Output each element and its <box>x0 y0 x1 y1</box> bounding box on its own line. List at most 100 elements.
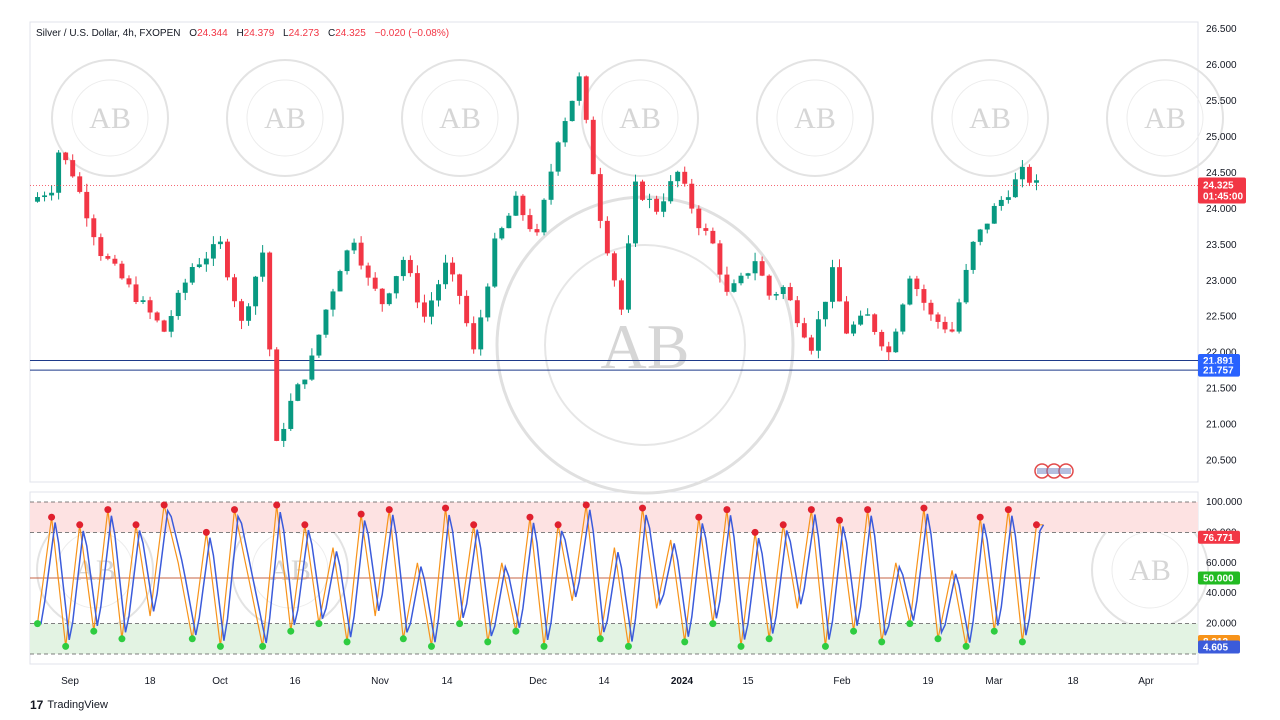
oscillator-value-tag-bg <box>1198 640 1240 654</box>
candle-body <box>865 314 871 316</box>
overbought-marker <box>104 506 112 514</box>
candle-body <box>597 174 603 221</box>
candle-body <box>583 76 589 120</box>
candle-body <box>281 428 287 441</box>
candle <box>640 179 645 202</box>
oscillator-tick-label: 20.000 <box>1206 619 1237 630</box>
watermark-seal-icon <box>931 59 1049 177</box>
candle-body <box>288 400 294 429</box>
oversold-marker <box>990 627 998 635</box>
candle-body <box>189 267 195 283</box>
candle-body <box>196 264 202 268</box>
candle-body <box>379 288 385 305</box>
candle <box>611 251 617 287</box>
candle-body <box>710 230 716 244</box>
overbought-marker <box>230 506 238 514</box>
low-value: 24.273 <box>288 28 320 39</box>
candle-body <box>801 323 807 338</box>
candle-body <box>232 277 237 302</box>
oversold-marker <box>962 642 970 650</box>
candle-body <box>513 195 519 216</box>
last-price-tag-bg <box>1198 177 1246 204</box>
candle <box>274 347 280 442</box>
candle <box>724 266 730 296</box>
candle-body <box>478 317 484 350</box>
oscillator-tick-label: 60.000 <box>1206 558 1237 569</box>
oversold-marker <box>512 627 520 635</box>
oversold-marker <box>821 642 829 650</box>
candle-body <box>893 331 899 353</box>
candle-body <box>822 301 828 320</box>
oversold-marker <box>427 642 435 650</box>
low-label: L <box>283 28 289 39</box>
candle <box>1012 172 1018 198</box>
candle-body <box>787 287 793 301</box>
candle <box>710 227 716 245</box>
candle <box>154 311 160 323</box>
time-tick-label: Apr <box>1138 676 1154 687</box>
watermark-monogram: AB <box>619 102 661 135</box>
overbought-marker <box>1032 521 1040 529</box>
candle <box>991 203 997 224</box>
candle <box>260 245 266 282</box>
candle-body <box>133 284 139 303</box>
candle-body <box>731 283 737 292</box>
overbought-marker <box>470 521 478 529</box>
candle-body <box>295 384 301 401</box>
oscillator-value-tag-bg <box>1198 571 1240 585</box>
watermark-seal-icon <box>756 59 874 177</box>
time-tick-label: Mar <box>985 676 1003 687</box>
candle-body <box>147 300 153 313</box>
watermark-ring <box>71 79 149 157</box>
candle-body <box>724 274 730 292</box>
tradingview-brand[interactable]: 17 TradingView <box>30 698 108 712</box>
price-tick-label: 26.000 <box>1206 60 1237 71</box>
candle <box>175 290 181 320</box>
candle-body <box>949 329 955 332</box>
level-tag-bg <box>1198 363 1240 377</box>
candle <box>499 226 505 241</box>
event-flags-icon[interactable] <box>1034 463 1074 479</box>
time-tick-label: 2024 <box>671 676 694 687</box>
candle-body <box>520 195 526 216</box>
candle <box>161 319 167 333</box>
oversold-marker <box>737 642 745 650</box>
candle-body <box>485 286 491 318</box>
overbought-marker <box>920 504 928 512</box>
candle <box>555 140 561 176</box>
candle-body <box>858 315 864 325</box>
candle <box>189 263 195 285</box>
oversold-marker <box>596 635 604 643</box>
candle-body <box>309 355 315 380</box>
watermark-monogram: AB <box>1144 102 1186 135</box>
candle-body <box>63 152 69 161</box>
candle-body <box>914 278 920 290</box>
candle <box>140 296 146 305</box>
oscillator-value-tag-label: 4.605 <box>1203 643 1228 654</box>
candle-body <box>203 258 209 265</box>
candle <box>224 238 230 281</box>
candle <box>485 283 491 322</box>
oversold-marker <box>765 635 773 643</box>
candle <box>436 279 441 307</box>
candle <box>583 75 589 124</box>
candle <box>689 178 695 214</box>
candle <box>541 198 547 236</box>
candle <box>112 254 118 266</box>
oscillator-tick-label: 40.000 <box>1206 588 1237 599</box>
watermark-monogram: AB <box>264 102 306 135</box>
candle-body <box>548 171 554 200</box>
candle-body <box>970 241 976 270</box>
oversold-marker <box>62 642 70 650</box>
candle <box>210 236 216 266</box>
level-tag: 21.757 <box>1198 363 1240 377</box>
candle-body <box>844 301 850 334</box>
candle-body <box>935 314 941 322</box>
overbought-marker <box>751 528 759 536</box>
candle-body <box>759 261 765 276</box>
oversold-marker <box>934 635 942 643</box>
watermark-seal-icon <box>51 59 169 177</box>
candle-body <box>780 287 786 295</box>
